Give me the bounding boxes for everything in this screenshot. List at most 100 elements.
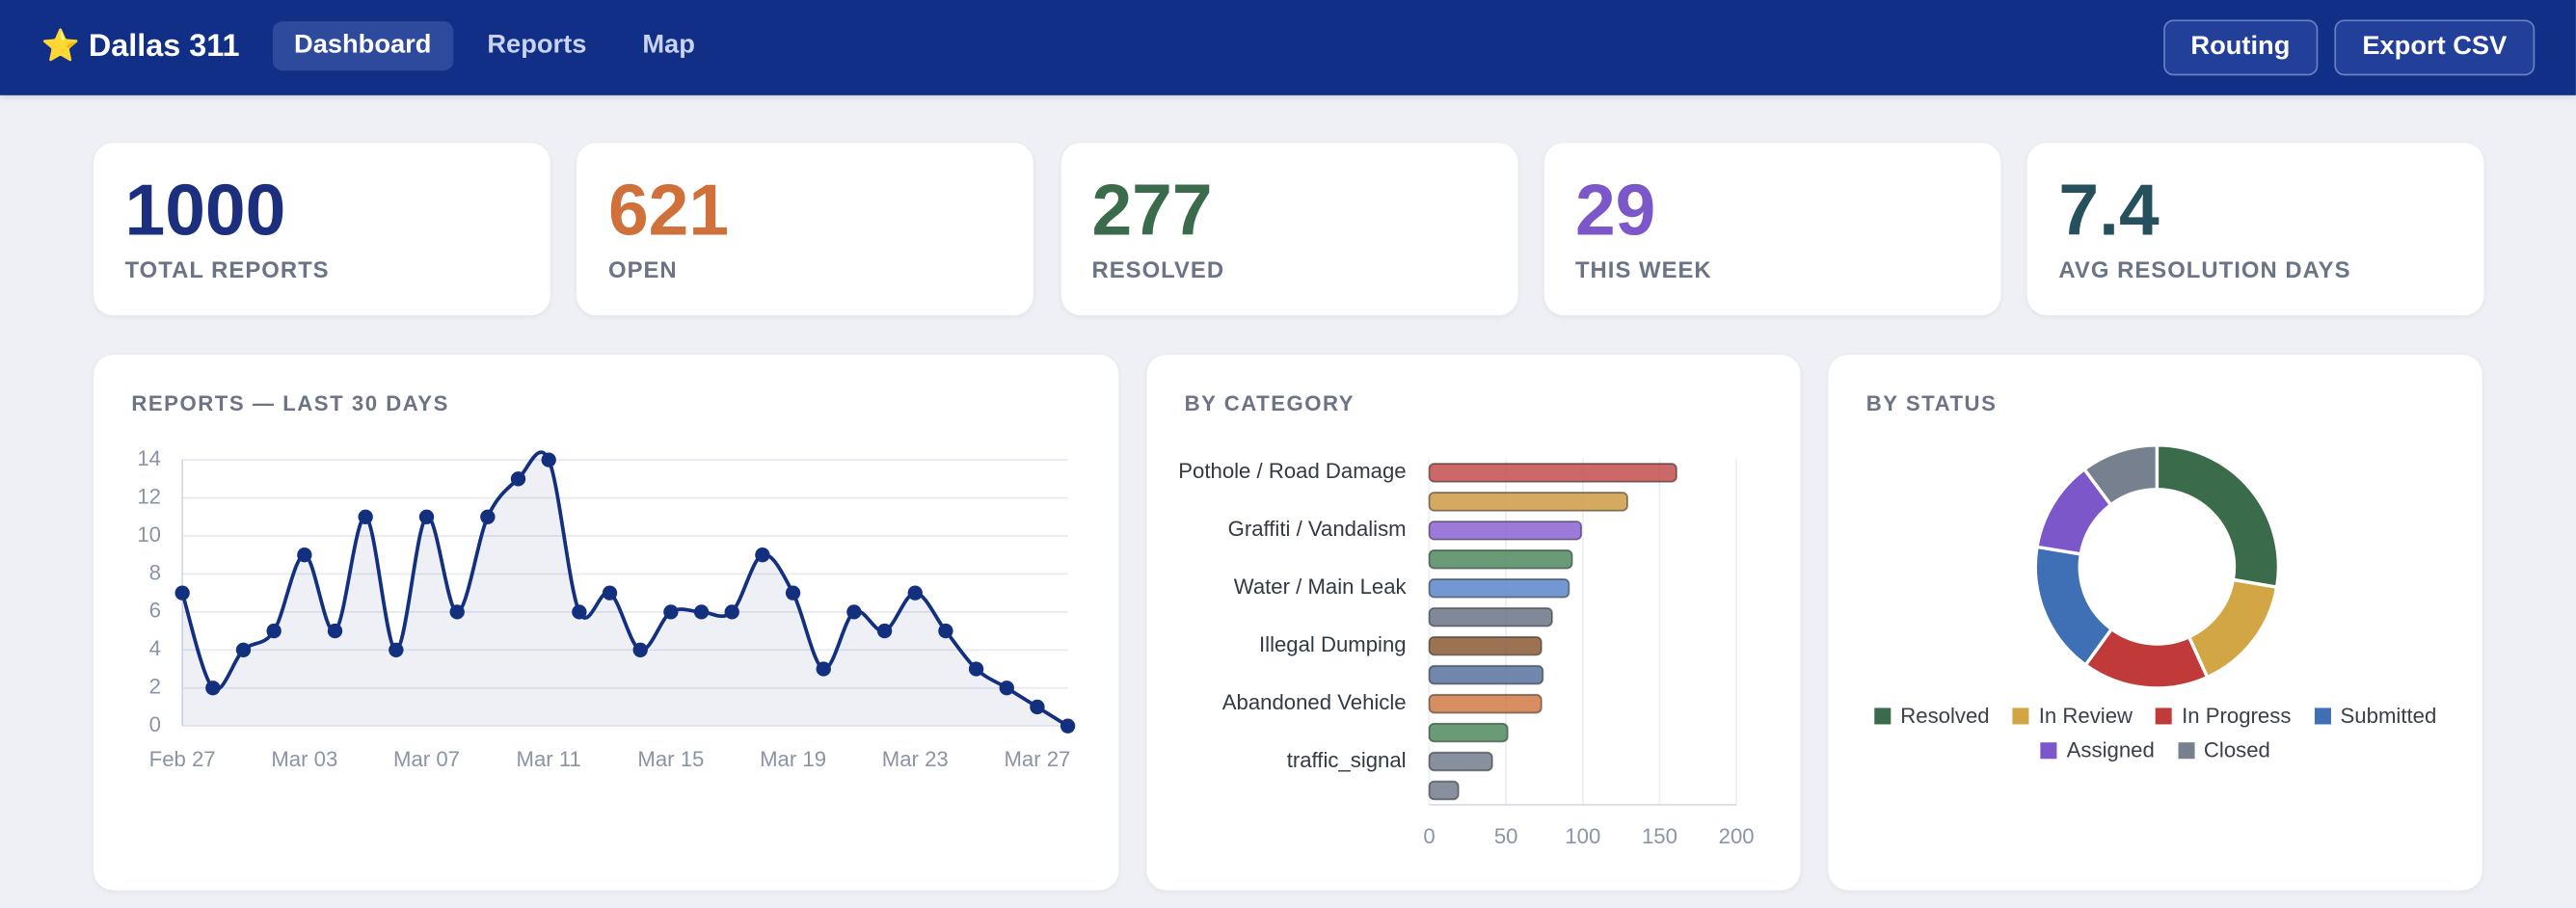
x-tick-label: Mar 03 <box>271 747 337 771</box>
brand-name: Dallas 311 <box>88 29 240 65</box>
legend-label: In Progress <box>2182 703 2292 728</box>
kpi-value: 277 <box>1091 171 1213 252</box>
kpi-value: 29 <box>1574 171 1656 252</box>
area <box>182 452 1068 727</box>
donut-slice <box>2033 545 2114 668</box>
x-tick-label: Mar 23 <box>882 747 949 771</box>
panel-title: REPORTS — LAST 30 DAYS <box>131 390 449 416</box>
point <box>999 681 1014 696</box>
legend-swatch <box>2012 707 2029 724</box>
kpi-card: 1000 TOTAL REPORTS <box>94 143 550 316</box>
y-tick-label: 8 <box>149 560 161 584</box>
point <box>541 452 556 467</box>
donut-slice <box>2155 443 2281 590</box>
point <box>358 509 373 524</box>
panel: REPORTS — LAST 30 DAYS 0 2 4 6 8 10 12 14 Feb 27… <box>94 355 1119 891</box>
legend: Resolved In Review In Progress Submitted Ass… <box>1862 703 2450 762</box>
kpi-card: 7.4 AVG RESOLUTION DAYS <box>2027 143 2484 316</box>
point <box>327 623 343 639</box>
kpi-value: 621 <box>607 171 730 252</box>
y-tick-label: 0 <box>149 712 161 736</box>
panel: BY STATUS Resolved In Review In Progress Su… <box>1828 355 2482 891</box>
x-tick-label: 200 <box>1719 824 1755 848</box>
action-button[interactable]: Export CSV <box>2334 19 2536 76</box>
nav: Dashboard Reports Map <box>272 21 716 71</box>
y-tick-label: 12 <box>137 484 161 508</box>
x-tick-label: Mar 27 <box>1004 747 1070 771</box>
point <box>418 509 435 524</box>
x-tick-label: Mar 07 <box>393 747 460 771</box>
bar <box>1428 693 1543 714</box>
point <box>266 623 282 639</box>
legend-item: Closed <box>2177 737 2270 762</box>
legend-label: Submitted <box>2340 703 2437 728</box>
y-tick-label: Abandoned Vehicle <box>1222 690 1407 714</box>
point <box>755 547 770 563</box>
bar <box>1428 751 1493 772</box>
kpi-card: 277 RESOLVED <box>1060 143 1517 316</box>
bar <box>1428 578 1570 599</box>
x-tick-label: Feb 27 <box>149 747 216 771</box>
bar <box>1428 549 1573 570</box>
point <box>876 623 893 639</box>
point <box>602 585 618 601</box>
point <box>572 604 587 620</box>
legend-item: In Progress <box>2155 703 2292 728</box>
y-tick-label: 4 <box>149 636 161 660</box>
panel: BY CATEGORY 0 50 100 150 200 Pothole / Road D… <box>1146 355 1801 891</box>
kpi-label: AVG RESOLUTION DAYS <box>2058 255 2351 283</box>
point <box>846 604 862 620</box>
point <box>968 661 984 677</box>
x-tick-label: 0 <box>1423 824 1435 848</box>
point <box>510 471 526 487</box>
action-button[interactable]: Routing <box>2162 19 2319 76</box>
bar <box>1428 521 1583 541</box>
legend-swatch <box>2040 741 2057 759</box>
bar <box>1428 463 1677 483</box>
legend-swatch <box>2155 707 2172 724</box>
legend-label: Resolved <box>1900 703 1990 728</box>
actions: Routing Export CSV <box>2162 19 2536 76</box>
x-tick-label: 150 <box>1642 824 1677 848</box>
bar-chart: 0 50 100 150 200 Pothole / Road Damage Graffit… <box>1178 458 1755 848</box>
top-bar: ⭐ Dallas 311 Dashboard Reports Map Routing… <box>0 0 2576 95</box>
bar <box>1428 722 1509 743</box>
x-tick-label: Mar 19 <box>760 747 826 771</box>
legend-swatch <box>1873 707 1892 724</box>
kpi-value: 7.4 <box>2058 171 2160 252</box>
bar <box>1428 780 1460 801</box>
point <box>816 661 831 677</box>
point <box>663 604 679 620</box>
point <box>449 604 465 620</box>
kpi-card: 29 THIS WEEK <box>1543 143 2001 316</box>
panel-title: BY STATUS <box>1865 390 1998 416</box>
x-tick-label: Mar 15 <box>637 747 704 771</box>
nav-link[interactable]: Map <box>642 31 695 60</box>
point <box>297 547 312 563</box>
panel-title: BY CATEGORY <box>1184 390 1355 416</box>
y-tick-label: 6 <box>149 599 161 623</box>
legend-label: Assigned <box>2066 737 2155 762</box>
y-tick-label: 10 <box>137 522 161 547</box>
legend-swatch <box>2177 741 2194 759</box>
point <box>480 509 496 524</box>
legend-item: Resolved <box>1873 703 1990 728</box>
point <box>938 623 953 639</box>
point <box>785 585 801 601</box>
kpi-label: OPEN <box>607 255 678 283</box>
donut-slice <box>2081 443 2160 508</box>
y-tick-label: Water / Main Leak <box>1234 574 1408 599</box>
nav-link[interactable]: Dashboard <box>272 21 453 71</box>
line-chart: 0 2 4 6 8 10 12 14 Feb 27 Mar 03 Mar 07 Mar 11 Mar 1… <box>137 446 1076 771</box>
y-tick-label: 2 <box>149 675 161 699</box>
nav-link[interactable]: Reports <box>487 31 587 60</box>
y-tick-label: traffic_signal <box>1287 748 1407 772</box>
x-tick-label: Mar 11 <box>517 747 581 771</box>
legend-label: Closed <box>2203 737 2270 762</box>
point <box>1060 718 1076 734</box>
y-tick-label: Illegal Dumping <box>1259 632 1407 656</box>
point <box>632 642 648 657</box>
legend-item: Submitted <box>2314 703 2436 728</box>
